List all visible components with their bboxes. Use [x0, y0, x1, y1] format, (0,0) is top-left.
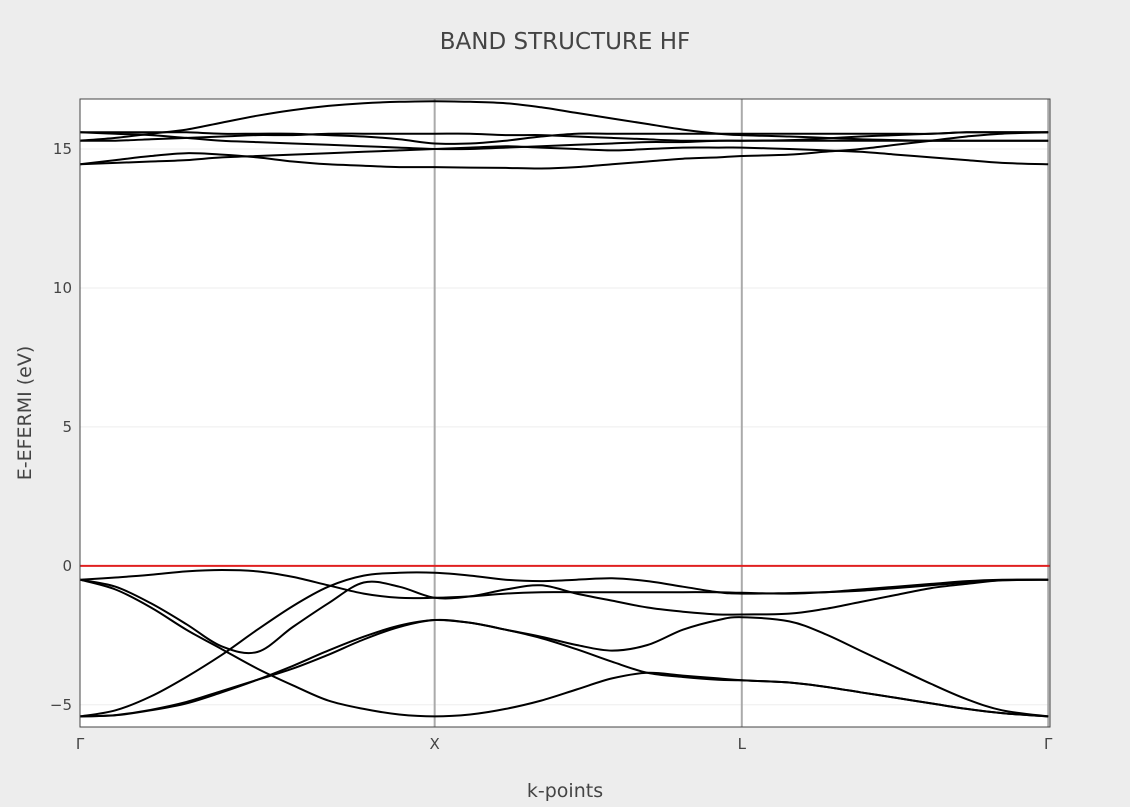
bands [79, 100, 1049, 718]
y-tick-label: −5 [50, 696, 72, 714]
x-tick-label: Γ [76, 735, 85, 753]
x-tick-label: L [738, 735, 747, 753]
high-symmetry-lines [433, 99, 1050, 727]
chart-title: BAND STRUCTURE HF [440, 29, 691, 55]
band-line-4 [79, 578, 1049, 655]
band-line-12 [79, 131, 1049, 170]
band-line-6 [79, 568, 1049, 600]
y-axis-title: E-EFERMI (eV) [14, 346, 36, 481]
x-tick-label: Γ [1044, 735, 1053, 753]
y-tick-label: 10 [53, 279, 72, 297]
plot-frame [79, 98, 1051, 728]
x-axis-title: k-points [527, 780, 603, 802]
y-tick-label: 5 [62, 418, 72, 436]
plot-area [80, 99, 1050, 727]
y-tick-label: 15 [53, 140, 72, 158]
band-line-10 [79, 131, 1049, 151]
y-axis-ticks: −5 0 5 10 15 [50, 140, 72, 714]
y-tick-label: 0 [62, 557, 72, 575]
band-line-5 [79, 578, 1049, 718]
band-line-3 [79, 571, 1049, 718]
x-tick-label: X [430, 735, 440, 753]
band-line-9 [79, 131, 1049, 142]
band-line-2 [79, 616, 1049, 718]
